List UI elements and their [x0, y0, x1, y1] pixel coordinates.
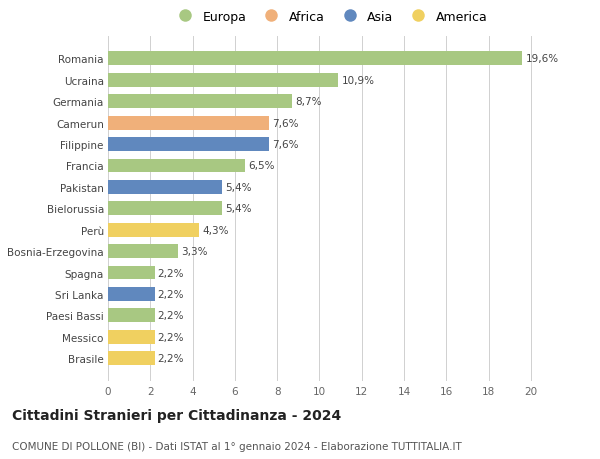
- Text: COMUNE DI POLLONE (BI) - Dati ISTAT al 1° gennaio 2024 - Elaborazione TUTTITALIA: COMUNE DI POLLONE (BI) - Dati ISTAT al 1…: [12, 441, 462, 451]
- Bar: [108, 287, 155, 301]
- Text: 8,7%: 8,7%: [295, 97, 322, 107]
- Text: 4,3%: 4,3%: [202, 225, 229, 235]
- Bar: [108, 138, 269, 152]
- Text: 19,6%: 19,6%: [526, 54, 559, 64]
- Bar: [108, 223, 199, 237]
- Bar: [108, 159, 245, 173]
- Text: 2,2%: 2,2%: [158, 268, 184, 278]
- Bar: [108, 202, 222, 216]
- Text: 2,2%: 2,2%: [158, 332, 184, 342]
- Legend: Europa, Africa, Asia, America: Europa, Africa, Asia, America: [172, 11, 488, 23]
- Text: 2,2%: 2,2%: [158, 311, 184, 321]
- Bar: [108, 330, 155, 344]
- Bar: [108, 117, 269, 130]
- Text: 3,3%: 3,3%: [181, 246, 208, 257]
- Bar: [108, 245, 178, 258]
- Text: 5,4%: 5,4%: [226, 183, 252, 192]
- Text: Cittadini Stranieri per Cittadinanza - 2024: Cittadini Stranieri per Cittadinanza - 2…: [12, 409, 341, 422]
- Bar: [108, 352, 155, 365]
- Text: 2,2%: 2,2%: [158, 353, 184, 364]
- Bar: [108, 309, 155, 323]
- Text: 6,5%: 6,5%: [248, 161, 275, 171]
- Text: 7,6%: 7,6%: [272, 118, 298, 129]
- Bar: [108, 266, 155, 280]
- Bar: [108, 95, 292, 109]
- Text: 7,6%: 7,6%: [272, 140, 298, 150]
- Text: 2,2%: 2,2%: [158, 289, 184, 299]
- Bar: [108, 180, 222, 195]
- Bar: [108, 74, 338, 88]
- Text: 5,4%: 5,4%: [226, 204, 252, 214]
- Text: 10,9%: 10,9%: [341, 76, 374, 86]
- Bar: [108, 52, 523, 66]
